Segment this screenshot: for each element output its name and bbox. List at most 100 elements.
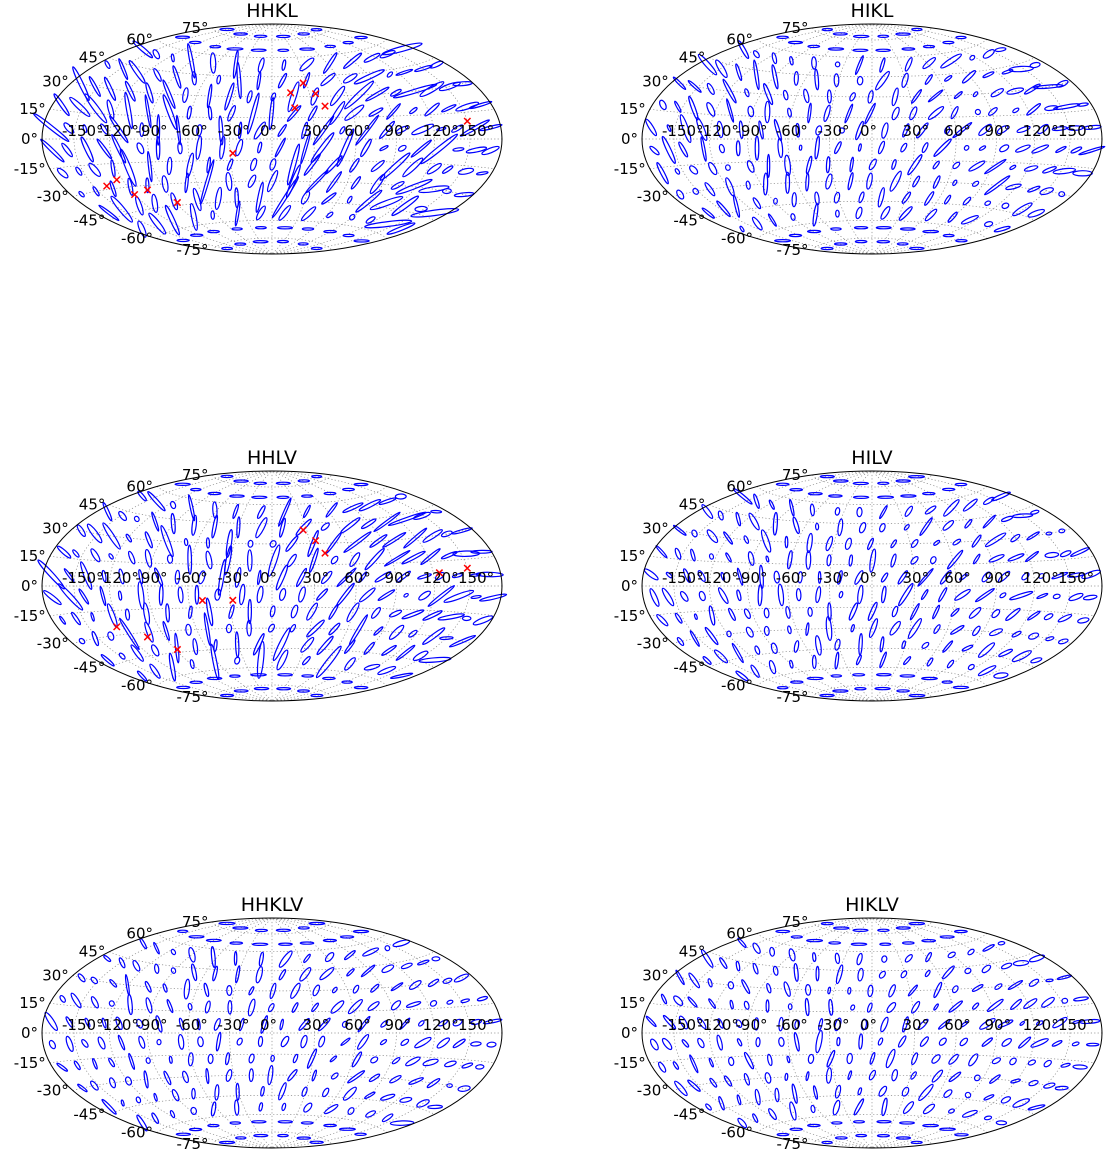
lon-tick-label: 60° bbox=[944, 569, 971, 587]
lon-tick-label: 150° bbox=[1058, 569, 1094, 587]
error-ellipse bbox=[419, 81, 445, 98]
error-ellipse bbox=[358, 499, 382, 512]
lat-tick-label: -30° bbox=[637, 635, 669, 653]
error-ellipse bbox=[353, 239, 370, 243]
error-ellipse bbox=[331, 986, 338, 994]
lon-tick-label: 90° bbox=[985, 122, 1012, 140]
error-ellipse bbox=[472, 615, 494, 626]
lat-tick-label: -75° bbox=[777, 688, 809, 706]
error-ellipse bbox=[300, 1034, 308, 1049]
error-ellipse bbox=[199, 159, 215, 206]
error-ellipse bbox=[827, 986, 832, 995]
error-ellipse bbox=[792, 516, 800, 535]
error-ellipse bbox=[833, 191, 841, 204]
error-ellipse bbox=[138, 1035, 146, 1049]
error-ellipse bbox=[736, 1094, 742, 1106]
error-ellipse bbox=[795, 122, 801, 138]
error-ellipse bbox=[383, 549, 411, 567]
error-ellipse bbox=[346, 968, 355, 977]
error-ellipse bbox=[347, 998, 363, 1015]
error-ellipse bbox=[437, 1019, 449, 1027]
error-ellipse bbox=[210, 643, 220, 681]
error-ellipse bbox=[814, 191, 820, 206]
error-ellipse bbox=[973, 1074, 981, 1082]
error-ellipse bbox=[76, 524, 86, 538]
error-ellipse bbox=[983, 1094, 995, 1101]
error-ellipse bbox=[192, 187, 202, 212]
error-ellipse bbox=[226, 985, 233, 996]
error-ellipse bbox=[793, 71, 799, 86]
error-ellipse bbox=[750, 664, 760, 678]
error-ellipse bbox=[310, 693, 324, 698]
error-ellipse bbox=[452, 1038, 466, 1049]
map-panel-hiklv: -150°-120°-90° -60° -30° 0° 30° 60° 90° 120° 150… bbox=[614, 894, 1103, 1153]
error-ellipse bbox=[110, 195, 134, 223]
error-ellipse bbox=[692, 187, 700, 195]
error-ellipse bbox=[649, 145, 660, 156]
error-ellipse bbox=[80, 136, 94, 163]
error-ellipse bbox=[722, 78, 737, 104]
error-ellipse bbox=[311, 1069, 318, 1082]
error-ellipse bbox=[191, 963, 198, 982]
error-ellipse bbox=[867, 90, 874, 104]
lat-tick-label: -75° bbox=[177, 688, 209, 706]
error-ellipse bbox=[247, 174, 257, 188]
error-ellipse bbox=[1058, 528, 1066, 534]
error-ellipse bbox=[136, 142, 145, 155]
error-ellipse bbox=[278, 942, 293, 946]
error-ellipse bbox=[737, 40, 750, 60]
error-ellipse bbox=[952, 179, 958, 187]
error-ellipse bbox=[854, 570, 864, 585]
error-ellipse bbox=[316, 635, 334, 656]
lon-tick-label: -120° bbox=[97, 122, 139, 140]
meridian-line bbox=[272, 24, 357, 254]
error-ellipse bbox=[238, 583, 246, 606]
error-ellipse bbox=[225, 529, 233, 558]
lat-tick-label: -45° bbox=[673, 658, 705, 676]
lon-tick-label: 120° bbox=[423, 569, 459, 587]
lat-tick-label: -75° bbox=[177, 241, 209, 259]
error-ellipse bbox=[381, 1113, 394, 1123]
error-ellipse bbox=[961, 644, 974, 652]
lon-tick-label: -30° bbox=[818, 1016, 850, 1034]
error-ellipse bbox=[336, 567, 357, 588]
error-ellipse bbox=[1045, 978, 1054, 983]
error-ellipse bbox=[901, 941, 915, 945]
error-ellipse bbox=[285, 535, 299, 552]
error-ellipse bbox=[754, 1088, 761, 1106]
error-ellipse bbox=[360, 518, 377, 530]
error-ellipse bbox=[1008, 65, 1034, 73]
error-ellipse bbox=[451, 527, 473, 535]
error-ellipse bbox=[374, 571, 392, 583]
error-ellipse bbox=[834, 61, 841, 68]
error-ellipse bbox=[103, 954, 112, 963]
lat-tick-label: -75° bbox=[177, 1135, 209, 1153]
error-ellipse bbox=[1045, 636, 1055, 642]
error-ellipse bbox=[158, 584, 164, 606]
error-ellipse bbox=[661, 587, 675, 607]
error-ellipse bbox=[700, 949, 714, 968]
error-ellipse bbox=[391, 1057, 401, 1065]
error-ellipse bbox=[852, 1120, 866, 1124]
error-ellipse bbox=[408, 980, 422, 990]
error-ellipse bbox=[457, 1085, 471, 1092]
error-ellipse bbox=[683, 568, 691, 583]
error-ellipse bbox=[879, 57, 886, 73]
error-ellipse bbox=[175, 1132, 192, 1137]
error-ellipse bbox=[728, 607, 736, 622]
error-ellipse bbox=[787, 107, 792, 118]
error-ellipse bbox=[451, 573, 463, 579]
error-ellipse bbox=[698, 590, 706, 602]
error-ellipse bbox=[297, 479, 311, 483]
error-ellipse bbox=[343, 531, 372, 554]
error-ellipse bbox=[768, 659, 777, 675]
error-ellipse bbox=[307, 105, 318, 122]
lon-tick-label: 30° bbox=[303, 569, 330, 587]
error-ellipse bbox=[991, 1057, 1002, 1065]
error-ellipse bbox=[210, 946, 216, 968]
error-ellipse bbox=[921, 491, 936, 496]
error-ellipse bbox=[948, 1053, 959, 1065]
error-ellipse bbox=[1010, 533, 1021, 543]
error-ellipse bbox=[891, 87, 899, 107]
error-ellipse bbox=[324, 155, 343, 175]
